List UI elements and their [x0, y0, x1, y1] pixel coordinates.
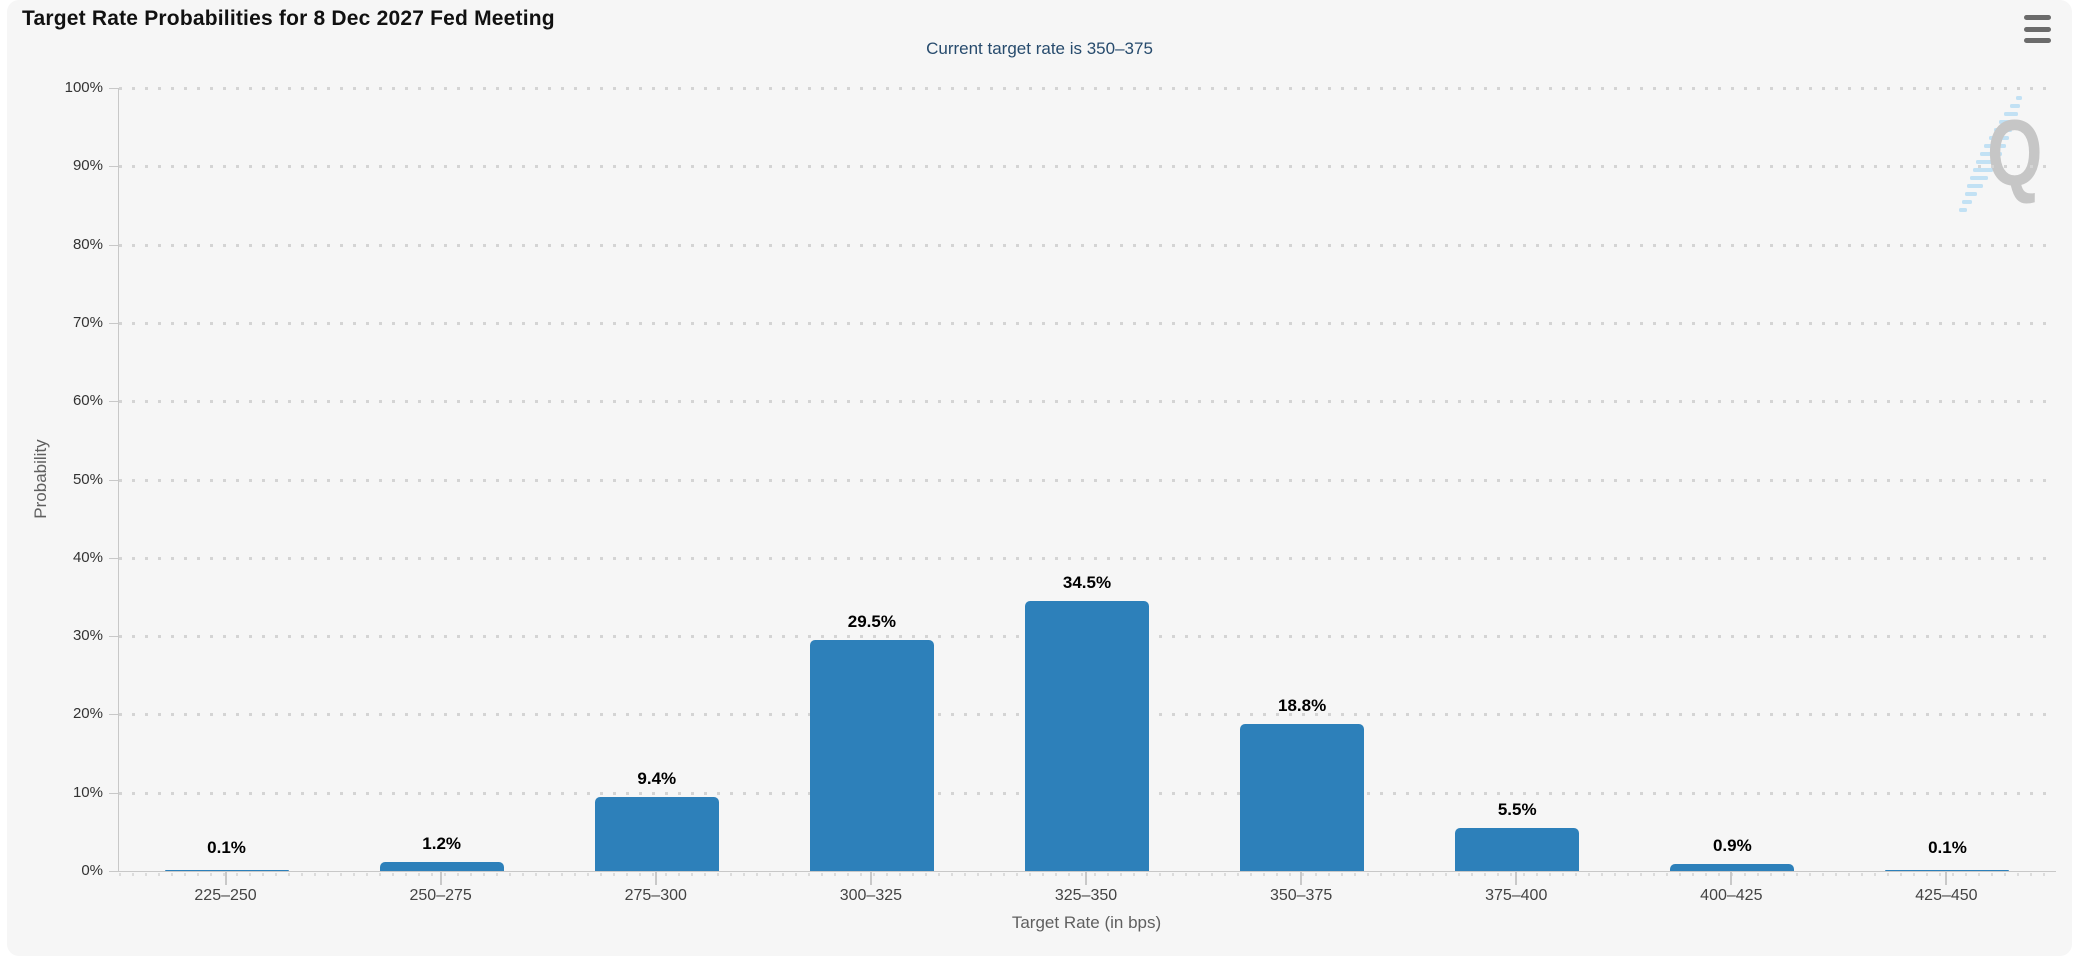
x-tick: [439, 872, 442, 885]
y-tick: [109, 479, 118, 481]
y-tick-label: 100%: [64, 79, 103, 96]
x-category-label: 250–275: [409, 887, 472, 904]
bar-value-label: 29.5%: [847, 612, 896, 631]
gridline: [119, 87, 2056, 90]
x-category-label: 225–250: [194, 887, 257, 904]
x-axis-title: Target Rate (in bps): [1011, 913, 1162, 932]
plot-area: Q 0.1% 1.2% 9.4% 29.5% 34.5% 18.8% 5.5% 0.9% 0.1…: [118, 87, 2056, 872]
chart-title: Target Rate Probabilities for 8 Dec 2027…: [22, 7, 555, 30]
y-tick: [109, 322, 118, 324]
y-tick-label: 40%: [72, 548, 103, 566]
menu-bar: [2024, 15, 2051, 20]
x-category-label: 275–300: [624, 887, 687, 904]
bar-value-label: 34.5%: [1062, 573, 1112, 592]
y-tick-label: 10%: [72, 783, 103, 801]
x-tick: [1730, 872, 1733, 885]
y-tick-label: 50%: [72, 470, 103, 488]
y-tick: [109, 792, 118, 794]
y-tick-label: 80%: [72, 235, 103, 253]
gridline: [119, 400, 2056, 404]
bar-value-label: 1.2%: [422, 834, 462, 853]
x-category-label: 425–450: [1915, 887, 1978, 904]
bar-value-label: 9.4%: [637, 769, 677, 788]
y-tick: [109, 166, 118, 168]
bar-250-275[interactable]: [379, 862, 504, 871]
gridline: [119, 243, 2056, 247]
x-tick: [224, 872, 227, 885]
x-tick: [654, 872, 657, 885]
x-category-label: 400–425: [1700, 887, 1763, 904]
bar-300-325[interactable]: [809, 640, 934, 871]
x-category-label: 375–400: [1485, 887, 1548, 904]
y-tick-label: 70%: [72, 313, 103, 331]
x-category-label: 300–325: [839, 887, 903, 904]
bar-value-label: 18.8%: [1278, 696, 1327, 715]
x-tick: [1085, 872, 1087, 885]
y-tick: [109, 88, 118, 89]
bar-400-425[interactable]: [1670, 864, 1795, 871]
bar-350-375[interactable]: [1240, 724, 1365, 871]
gridline: [119, 165, 2056, 169]
bar-value-label: 0.1%: [207, 838, 246, 857]
y-tick: [109, 557, 118, 559]
y-tick: [109, 636, 118, 638]
gridline: [119, 321, 2056, 325]
x-tick: [1945, 872, 1948, 885]
bar-425-450[interactable]: [1885, 870, 2010, 871]
chart-subtitle: Current target rate is 350–375: [926, 39, 1153, 58]
bar-375-400[interactable]: [1455, 828, 1580, 871]
y-tick-label: 0%: [81, 862, 103, 879]
y-tick: [109, 401, 118, 403]
bar-value-label: 5.5%: [1497, 800, 1537, 819]
x-tick: [1300, 872, 1303, 885]
x-tick: [869, 872, 872, 885]
menu-bar: [2024, 26, 2051, 32]
y-tick-label: 30%: [72, 627, 103, 645]
chart-card: Target Rate Probabilities for 8 Dec 2027…: [7, 0, 2072, 956]
bar-275-300[interactable]: [594, 797, 719, 871]
y-tick: [109, 714, 118, 716]
y-tick: [109, 244, 118, 246]
bar-325-350[interactable]: [1025, 601, 1149, 871]
bar-225-250[interactable]: [164, 870, 289, 871]
bar-value-label: 0.1%: [1928, 838, 1967, 857]
watermark-stripes-icon: [1959, 96, 2022, 212]
x-axis-minor-ticks: [119, 873, 2055, 876]
x-category-label: 325–350: [1054, 887, 1118, 904]
x-tick: [1515, 872, 1518, 885]
y-tick-label: 60%: [72, 392, 103, 410]
quikstrike-watermark: Q: [1939, 88, 2084, 303]
y-tick-label: 90%: [72, 157, 103, 175]
hamburger-menu-icon[interactable]: [2024, 15, 2051, 43]
bar-value-label: 0.9%: [1712, 836, 1752, 855]
menu-bar: [2024, 38, 2051, 43]
gridline: [119, 556, 2056, 560]
y-tick: [109, 871, 118, 872]
gridline: [119, 478, 2056, 482]
y-tick-label: 20%: [72, 705, 103, 723]
watermark-q-letter: Q: [1987, 100, 2043, 205]
x-category-label: 350–375: [1269, 887, 1333, 904]
